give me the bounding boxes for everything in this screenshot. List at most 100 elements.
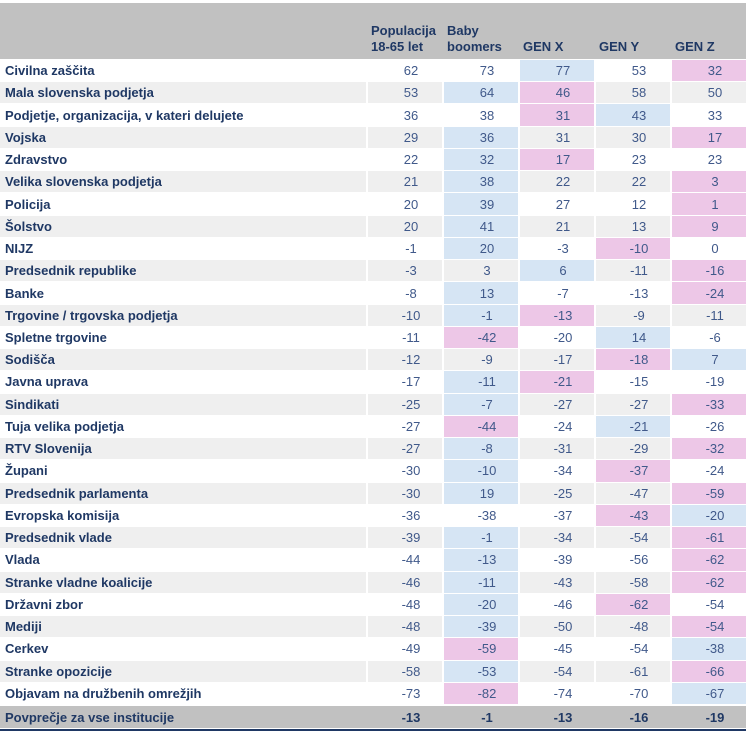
institution-label: Evropska komisija [0,504,366,527]
value-cell: -12 [368,349,442,371]
value-cell: -59 [672,482,746,504]
value-cell: -1 [368,237,442,260]
value-cell: 53 [368,82,442,104]
value-cell: 39 [444,193,518,215]
column-header-line: Populacija [371,23,437,38]
value-cell: 14 [596,326,670,349]
value-cell: -24 [672,282,746,304]
value-cell: 31 [520,104,594,126]
value-cell: -44 [368,549,442,571]
institution-label: Velika slovenska podjetja [0,171,366,193]
value-cell: -62 [596,593,670,616]
value-cell: -43 [596,504,670,527]
value-cell: -3 [368,260,442,282]
value-cell: 20 [444,237,518,260]
institution-label: Predsednik parlamenta [0,482,366,504]
value-cell: -32 [672,438,746,460]
table-row: Trgovine / trgovska podjetja -10 -1 -13 -9 -1… [0,304,746,326]
value-cell: 17 [672,126,746,148]
column-header-baby-boomers: Baby boomers [444,3,518,59]
value-cell: -38 [444,504,518,527]
table-row: Tuja velika podjetja -27 -44 -24 -21 -26 [0,415,746,438]
value-cell: 12 [596,193,670,215]
value-cell: -54 [520,660,594,682]
value-cell: 32 [672,60,746,82]
value-cell: -3 [520,237,594,260]
value-cell: 58 [596,82,670,104]
table-row: Predsednik republike -3 3 6 -11 -16 [0,260,746,282]
value-cell: -37 [596,460,670,482]
value-cell: 27 [520,193,594,215]
table-row: Vlada -44 -13 -39 -56 -62 [0,549,746,571]
value-cell: 19 [444,482,518,504]
table-row: Civilna zaščita 62 73 77 53 32 [0,60,746,82]
column-header-gen-z: GEN Z [672,3,746,59]
value-cell: -7 [520,282,594,304]
table-body: Civilna zaščita 62 73 77 53 32 Mala slovenska … [0,60,746,704]
table-row: NIJZ -1 20 -3 -10 0 [0,237,746,260]
column-header-line: GEN X [523,39,564,54]
institution-label: Policija [0,193,366,215]
table-row: Podjetje, organizacija, v kateri delujet… [0,104,746,126]
value-cell: -39 [368,527,442,549]
value-cell: -17 [368,371,442,393]
value-cell: -8 [444,438,518,460]
institution-label: Objavam na družbenih omrežjih [0,682,366,704]
value-cell: -10 [444,460,518,482]
institution-label: Predsednik republike [0,260,366,282]
value-cell: -9 [444,349,518,371]
value-cell: -20 [444,593,518,616]
value-cell: -18 [596,349,670,371]
value-cell: -34 [520,527,594,549]
value-cell: -16 [672,260,746,282]
value-cell: 21 [368,171,442,193]
table-row: Vojska 29 36 31 30 17 [0,126,746,148]
value-cell: 3 [444,260,518,282]
value-cell: -8 [368,282,442,304]
value-cell: 13 [444,282,518,304]
value-cell: -36 [368,504,442,527]
value-cell: -58 [596,571,670,593]
value-cell: -21 [596,415,670,438]
institution-label: NIJZ [0,237,366,260]
value-cell: -49 [368,638,442,660]
value-cell: -24 [672,460,746,482]
value-cell: 31 [520,126,594,148]
value-cell: 41 [444,215,518,237]
value-cell: -27 [596,393,670,415]
institution-label: Banke [0,282,366,304]
value-cell: 64 [444,82,518,104]
value-cell: -11 [672,304,746,326]
institution-label: Zdravstvo [0,148,366,171]
institution-label: Spletne trgovine [0,326,366,349]
value-cell: 38 [444,104,518,126]
value-cell: 1 [672,193,746,215]
value-cell: -54 [596,527,670,549]
value-cell: 62 [368,60,442,82]
value-cell: -6 [672,326,746,349]
institution-label: Cerkev [0,638,366,660]
value-cell: 23 [672,148,746,171]
institution-label: Župani [0,460,366,482]
value-cell: -59 [444,638,518,660]
value-cell: -62 [672,571,746,593]
value-cell: 43 [596,104,670,126]
value-cell: -27 [368,438,442,460]
summary-value-cell: -13 [401,709,421,725]
table-row: Župani -30 -10 -34 -37 -24 [0,460,746,482]
value-cell: 9 [672,215,746,237]
value-cell: -48 [368,616,442,638]
table-row: Evropska komisija -36 -38 -37 -43 -20 [0,504,746,527]
value-cell: -73 [368,682,442,704]
table-header-row: Populacija 18-65 let Baby boomers GEN X … [0,3,746,59]
value-cell: -53 [444,660,518,682]
value-cell: 22 [596,171,670,193]
value-cell: -19 [672,371,746,393]
institution-label: Šolstvo [0,215,366,237]
column-header-line: GEN Y [599,39,640,54]
summary-value-cell: -13 [553,709,573,725]
value-cell: 29 [368,126,442,148]
value-cell: -25 [520,482,594,504]
value-cell: -38 [672,638,746,660]
summary-label: Povprečje za vse institucije [5,709,175,725]
